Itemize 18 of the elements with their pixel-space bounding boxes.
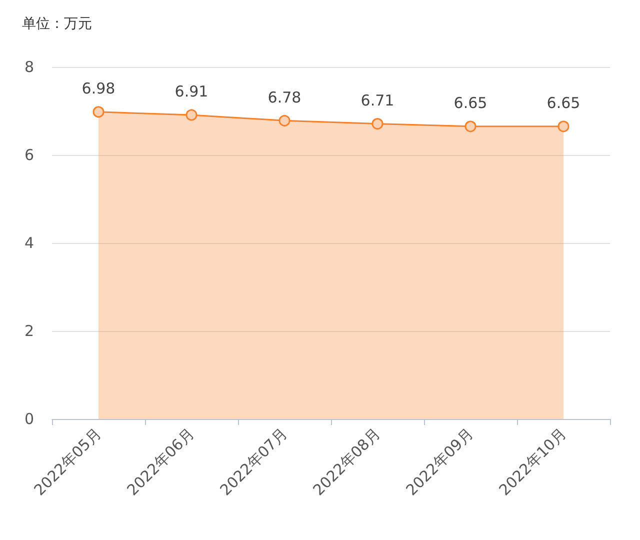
point (372, 118, 384, 130)
point (92, 106, 104, 118)
y-tick-label: 0 (24, 410, 34, 428)
y-tick-label: 4 (24, 234, 34, 252)
point (464, 120, 476, 132)
data-label: 6.78 (268, 88, 302, 106)
point (278, 114, 290, 126)
y-axis-title: 单位：万元 (22, 16, 92, 32)
y-tick-label: 6 (24, 146, 34, 164)
data-label: 6.65 (546, 94, 580, 112)
data-label: 6.71 (360, 92, 394, 110)
point (186, 109, 198, 121)
data-label: 6.91 (174, 82, 208, 101)
data-label: 6.65 (454, 94, 488, 112)
y-tick-label: 8 (24, 58, 34, 76)
point (558, 120, 570, 132)
y-tick-label: 2 (24, 322, 34, 340)
data-label: 6.98 (82, 80, 116, 98)
